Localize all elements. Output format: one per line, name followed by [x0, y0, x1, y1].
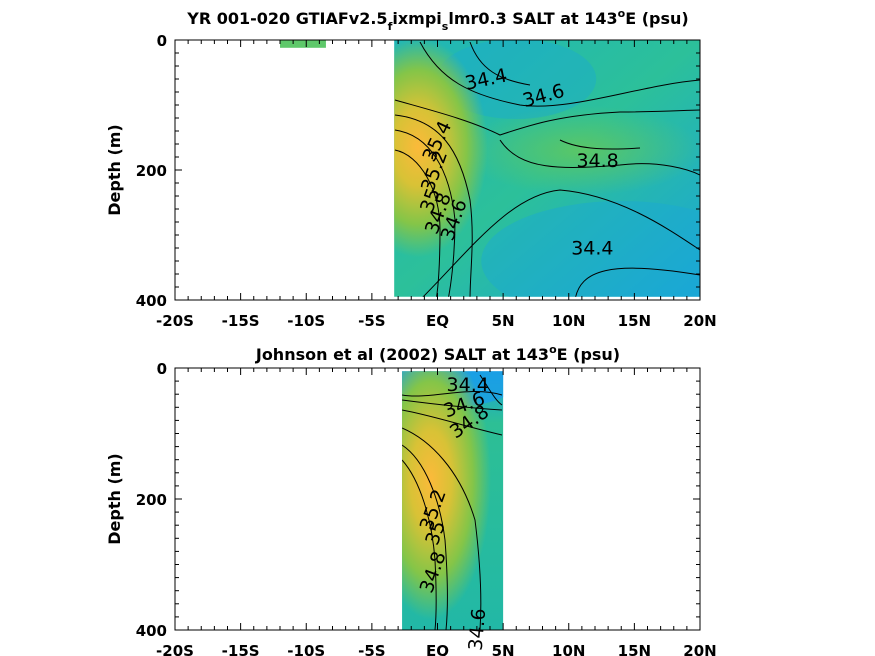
x-tick-label: EQ	[426, 312, 449, 330]
contour-line	[469, 41, 531, 86]
contour-line	[559, 139, 641, 150]
x-tick-label: -5S	[358, 642, 385, 656]
x-tick-label: 10N	[552, 312, 585, 330]
x-tick-label: -20S	[156, 312, 194, 330]
x-tick-label: -15S	[222, 312, 260, 330]
contour-line	[402, 459, 437, 630]
x-tick-label: -20S	[156, 642, 194, 656]
x-tick-label: -15S	[222, 642, 260, 656]
chart-title: YR 001-020 GTIAFv2.5fixmpislmr0.3 SALT a…	[186, 7, 688, 33]
x-tick-label: -10S	[287, 312, 325, 330]
y-tick-label: 0	[157, 32, 167, 50]
x-tick-label: 20N	[683, 312, 716, 330]
contour-line	[499, 139, 700, 176]
contour-line	[394, 149, 441, 297]
contour-line	[402, 444, 448, 630]
y-tick-label: 400	[136, 622, 167, 640]
contour-line	[419, 41, 700, 107]
contour-line	[394, 114, 473, 297]
contour-line	[575, 267, 700, 297]
y-tick-label: 200	[136, 491, 167, 509]
x-tick-label: EQ	[426, 642, 449, 656]
contour-label: 34.6	[465, 607, 491, 651]
contour-lines	[394, 41, 700, 297]
x-tick-label: 20N	[683, 642, 716, 656]
y-tick-label: 0	[157, 360, 167, 378]
field-overlays	[394, 40, 700, 297]
contour-line	[402, 399, 503, 411]
contour-line	[394, 99, 700, 136]
contour-label: 34.4	[571, 238, 613, 260]
contour-line	[402, 427, 482, 630]
bottom-panel: Johnson et al (2002) SALT at 143oE (psu)…	[105, 343, 717, 656]
y-tick-label: 400	[136, 292, 167, 310]
top-panel: YR 001-020 GTIAFv2.5fixmpislmr0.3 SALT a…	[105, 7, 717, 330]
x-tick-label: -10S	[287, 642, 325, 656]
contour-label: 34.4	[447, 374, 489, 396]
x-tick-label: 5N	[492, 312, 515, 330]
contour-line	[402, 409, 503, 436]
contour-line	[479, 374, 503, 406]
x-tick-label: 15N	[618, 312, 651, 330]
chart-title: Johnson et al (2002) SALT at 143oE (psu)	[255, 343, 620, 364]
contour-label: 34.8	[576, 150, 618, 172]
contour-line	[394, 129, 456, 297]
low-salinity-patch	[481, 201, 700, 297]
x-tick-label: -5S	[358, 312, 385, 330]
y-axis-label: Depth (m)	[105, 453, 124, 545]
high-salinity-core	[394, 40, 488, 258]
contour-lines	[402, 374, 503, 630]
x-tick-label: 15N	[618, 642, 651, 656]
field-overlays	[402, 371, 504, 630]
contour-line	[422, 189, 700, 297]
y-axis-label: Depth (m)	[105, 124, 124, 216]
x-tick-label: 5N	[492, 642, 515, 656]
salinity-strip	[280, 40, 326, 48]
x-tick-label: 10N	[552, 642, 585, 656]
y-tick-label: 200	[136, 162, 167, 180]
high-salinity-core	[402, 371, 491, 620]
